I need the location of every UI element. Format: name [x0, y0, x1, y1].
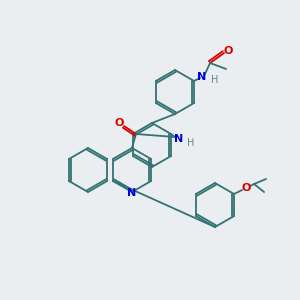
Text: N: N [128, 188, 136, 198]
Text: N: N [174, 134, 184, 144]
Text: H: H [212, 75, 219, 85]
Text: O: O [224, 46, 233, 56]
Text: O: O [242, 183, 251, 193]
Text: N: N [197, 72, 207, 82]
Text: O: O [114, 118, 124, 128]
Text: H: H [188, 138, 195, 148]
